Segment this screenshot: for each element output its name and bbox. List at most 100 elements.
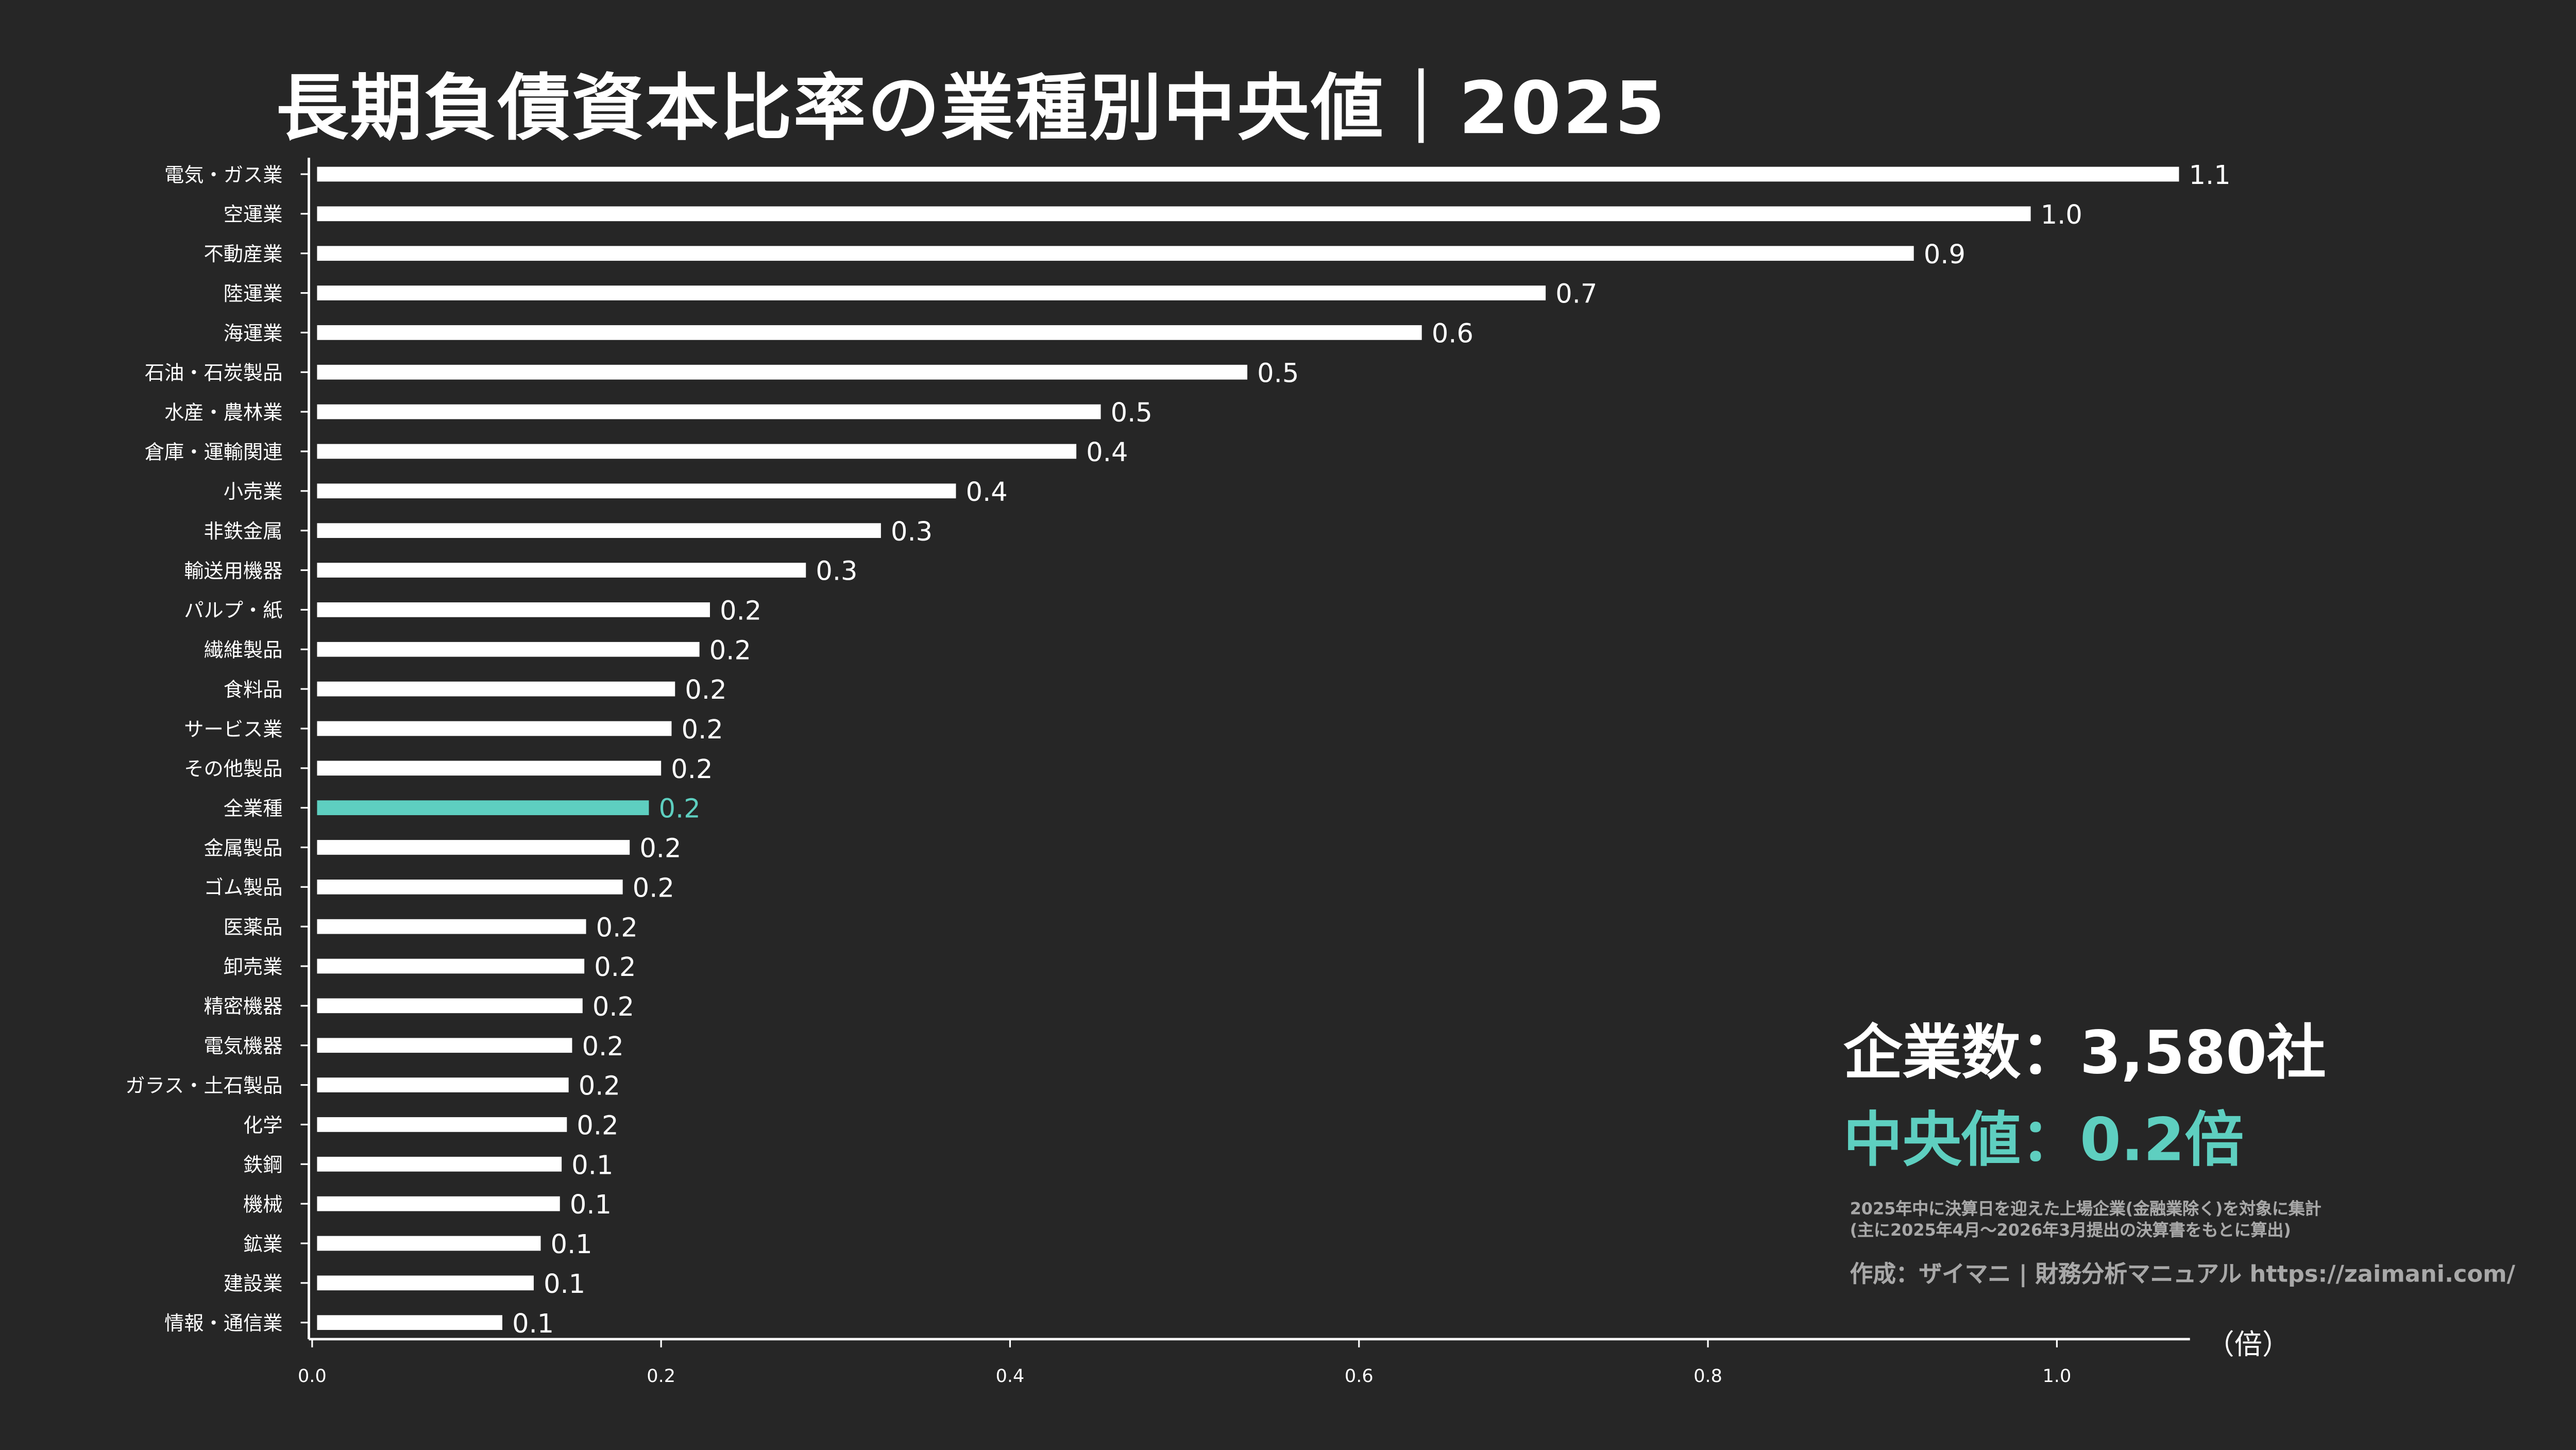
category-label: 空運業: [224, 203, 283, 226]
category-label: 建設業: [224, 1272, 283, 1295]
bar: [317, 563, 806, 578]
category-label: 不動産業: [204, 243, 282, 266]
x-tick-label: 1.0: [2042, 1365, 2071, 1387]
data-label: 0.1: [544, 1269, 585, 1300]
category-label: 機械: [243, 1193, 283, 1216]
data-label: 0.1: [512, 1309, 554, 1339]
category-label: 食料品: [224, 678, 283, 701]
category-label: 非鉄金属: [204, 520, 282, 543]
data-label: 0.4: [966, 477, 1008, 508]
bar: [317, 721, 672, 736]
category-label: ガラス・土石製品: [125, 1074, 282, 1098]
data-label: 1.0: [2041, 200, 2082, 230]
data-label: 0.1: [570, 1190, 612, 1220]
x-axis-unit: （倍）: [2206, 1329, 2291, 1362]
category-label: 情報・通信業: [164, 1312, 283, 1335]
category-label: 輸送用機器: [184, 560, 282, 583]
bar: [317, 919, 586, 934]
bar: [317, 1236, 541, 1251]
bar: [317, 958, 585, 974]
data-label: 0.2: [594, 952, 636, 983]
bar: [317, 840, 630, 855]
category-label: 卸売業: [224, 955, 283, 979]
data-label: 0.9: [1924, 240, 1965, 270]
data-label: 0.5: [1257, 358, 1299, 389]
bar: [317, 404, 1101, 419]
company-count: 企業数：3,580社: [1843, 1020, 2326, 1088]
note-line-2: (主に2025年4月～2026年3月提出の決算書をもとに算出): [1850, 1222, 2291, 1241]
category-label: その他製品: [184, 757, 282, 781]
bar: [317, 206, 2031, 222]
category-label: 石油・石炭製品: [145, 362, 283, 385]
data-label: 0.2: [582, 1032, 624, 1062]
category-label: パルプ・紙: [184, 599, 282, 622]
data-label: 0.1: [551, 1229, 592, 1260]
x-tick-label: 0.0: [298, 1365, 327, 1387]
bar: [317, 483, 956, 499]
bar: [317, 1315, 503, 1330]
data-label: 0.6: [1432, 319, 1473, 349]
data-label: 0.3: [816, 557, 857, 587]
data-label: 0.2: [720, 596, 761, 626]
data-label: 0.2: [639, 834, 681, 864]
bar: [317, 444, 1077, 459]
bar: [317, 642, 700, 657]
data-label: 0.5: [1111, 398, 1153, 428]
bar: [317, 602, 710, 617]
category-label: 鉄鋼: [243, 1154, 283, 1177]
data-label: 0.2: [577, 1111, 618, 1141]
category-label: 倉庫・運輸関連: [145, 441, 283, 464]
bar: [317, 1117, 567, 1132]
chart-title: 長期負債資本比率の業種別中央値｜2025: [276, 67, 1667, 151]
category-label: 全業種: [224, 797, 283, 820]
data-label: 0.2: [659, 794, 701, 824]
note-line-1: 2025年中に決算日を迎えた上場企業(金融業除く)を対象に集計: [1850, 1201, 2321, 1220]
bar: [317, 246, 1914, 261]
data-label: 0.2: [685, 675, 726, 705]
data-label: 0.7: [1555, 279, 1597, 310]
bar: [317, 681, 675, 697]
category-label: 水産・農林業: [164, 401, 283, 424]
data-label: 0.2: [579, 1071, 620, 1102]
bar: [317, 285, 1546, 300]
bar: [317, 1156, 562, 1172]
bar: [317, 523, 881, 538]
data-label: 0.2: [709, 635, 751, 666]
bar: [317, 364, 1248, 380]
data-label: 0.2: [596, 913, 638, 943]
data-label: 0.3: [891, 517, 933, 547]
bar: [317, 800, 649, 815]
category-label: サービス業: [184, 718, 282, 741]
data-label: 0.4: [1086, 437, 1128, 468]
x-tick-label: 0.8: [1693, 1365, 1722, 1387]
data-label: 0.2: [671, 754, 713, 785]
bar: [317, 325, 1422, 340]
category-label: 陸運業: [224, 282, 283, 306]
bar: [317, 1275, 534, 1291]
category-label: 鉱業: [243, 1233, 283, 1256]
bar: [317, 879, 623, 895]
x-tick-label: 0.4: [996, 1365, 1025, 1387]
category-label: 小売業: [224, 480, 283, 503]
data-label: 0.2: [633, 873, 674, 903]
category-label: 精密機器: [204, 995, 282, 1018]
bar: [317, 998, 583, 1014]
category-label: 電気機器: [204, 1035, 282, 1058]
x-tick-label: 0.2: [647, 1365, 675, 1387]
data-label: 0.2: [592, 992, 634, 1022]
category-label: 海運業: [224, 322, 283, 345]
category-label: ゴム製品: [204, 876, 282, 900]
x-tick-label: 0.6: [1345, 1365, 1374, 1387]
bar: [317, 166, 2179, 182]
median-value: 中央値：0.2倍: [1843, 1107, 2244, 1175]
credit-link[interactable]: 作成：ザイマニ | 財務分析マニュアル https://zaimani.com/: [1850, 1261, 2516, 1289]
data-label: 0.1: [571, 1150, 613, 1181]
category-label: 繊維製品: [204, 639, 282, 662]
data-label: 1.1: [2189, 160, 2231, 191]
category-label: 金属製品: [204, 837, 282, 860]
data-label: 0.2: [682, 715, 723, 745]
category-label: 電気・ガス業: [164, 163, 283, 187]
bar: [317, 1038, 572, 1053]
